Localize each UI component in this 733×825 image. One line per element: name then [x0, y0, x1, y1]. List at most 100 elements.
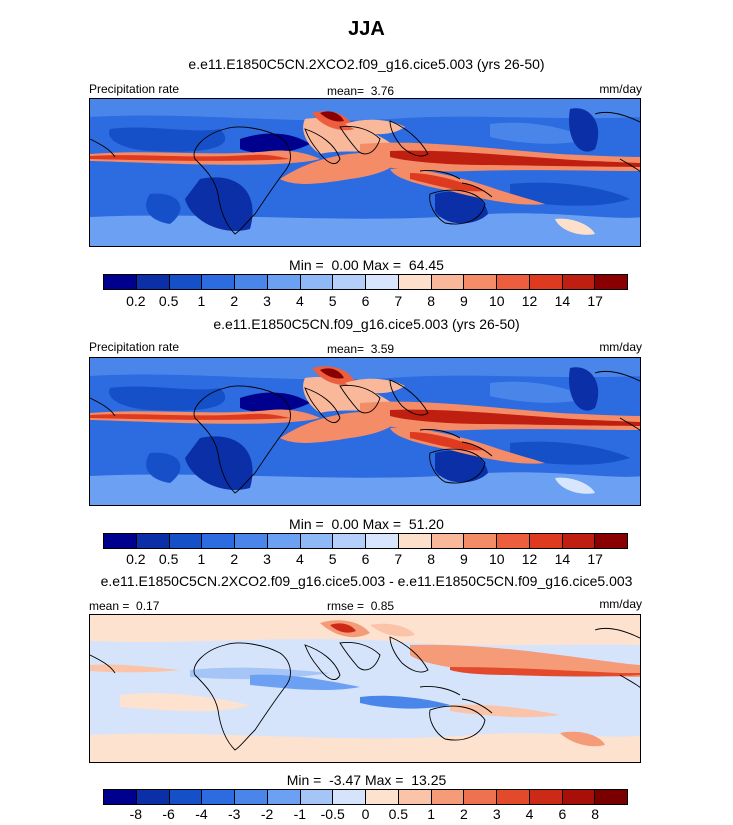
colorbar-tick-label: 17 [587, 551, 603, 567]
colorbar-tick-label: 6 [361, 293, 370, 309]
panel-1-units: mm/day [599, 82, 642, 96]
colorbar-tick-label: 3 [263, 551, 271, 567]
colorbar-tick-label: 12 [521, 551, 538, 567]
panel-2-colorbar [103, 533, 628, 549]
panel-3-max-label: Max = [364, 772, 404, 788]
panel-3-mean-label: mean = [89, 599, 130, 613]
panel-1-mean-label: mean= [327, 84, 365, 98]
panel-3-diff-map [89, 614, 641, 763]
panel-1-mean-stat: mean= 3.76 [327, 84, 394, 98]
colorbar-swatch [104, 790, 137, 804]
colorbar-tick-label: 2 [230, 293, 239, 309]
colorbar-swatch [300, 790, 334, 804]
colorbar-swatch [202, 275, 235, 289]
panel-2-mean-value: 3.59 [370, 342, 395, 356]
colorbar-swatch [595, 790, 627, 804]
panel-1-subtitle: e.e11.E1850C5CN.2XCO2.f09_g16.cice5.003 … [188, 56, 545, 72]
colorbar-tick-label: 14 [554, 551, 571, 567]
colorbar-swatch [235, 534, 268, 548]
colorbar-tick-label: 17 [587, 293, 603, 309]
panel-2-variable-label: Precipitation rate [89, 340, 180, 354]
colorbar-tick-label: 10 [488, 293, 505, 309]
panel-1-min-label: Min = [289, 257, 324, 273]
colorbar-tick-label: 8 [427, 293, 436, 309]
panel-2-colorbar-ticks: 0.2 0.5 1 2 3 4 5 6 7 8 9 10 12 14 17 [0, 551, 733, 569]
panel-2-units: mm/day [599, 340, 642, 354]
colorbar-swatch [497, 790, 530, 804]
panel-2-mean-label: mean= [327, 342, 365, 356]
panel-1-minmax: Min = 0.00 Max = 64.45 [0, 257, 733, 273]
panel-3-rmse-value: 0.85 [370, 599, 395, 613]
colorbar-tick-label: -6 [162, 806, 175, 822]
panel-3-min-value: -3.47 [329, 772, 362, 788]
colorbar-tick-label: 0.2 [126, 293, 146, 309]
colorbar-swatch [333, 275, 366, 289]
panel-3-rmse-stat: rmse = 0.85 [327, 599, 394, 613]
colorbar-tick-label: 8 [591, 806, 600, 822]
colorbar-swatch [529, 534, 563, 548]
colorbar-tick-label: -2 [260, 806, 274, 822]
colorbar-swatch [169, 275, 203, 289]
panel-3-max-value: 13.25 [411, 772, 447, 788]
panel-3-rmse-label: rmse = [327, 599, 365, 613]
colorbar-tick-label: 7 [394, 551, 403, 567]
colorbar-tick-label: 6 [558, 806, 567, 822]
colorbar-swatch [169, 790, 203, 804]
panel-2-min-label: Min = [289, 516, 324, 532]
colorbar-tick-label: 14 [554, 293, 571, 309]
panel-3-mean-stat: mean = 0.17 [89, 599, 159, 613]
panel-3-units: mm/day [599, 597, 642, 611]
panel-2-subtitle: e.e11.E1850C5CN.f09_g16.cice5.003 (yrs 2… [213, 316, 520, 332]
colorbar-tick-label: 1 [427, 806, 436, 822]
colorbar-swatch [333, 790, 366, 804]
colorbar-tick-label: -8 [129, 806, 143, 822]
panel-3-minmax: Min = -3.47 Max = 13.25 [0, 772, 733, 788]
colorbar-swatch [267, 275, 301, 289]
colorbar-tick-label: 0.5 [158, 551, 179, 567]
colorbar-tick-label: 3 [492, 806, 501, 822]
colorbar-tick-label: 1 [197, 293, 206, 309]
colorbar-tick-label: 0.2 [126, 551, 146, 567]
colorbar-swatch [431, 275, 465, 289]
colorbar-tick-label: 8 [427, 551, 436, 567]
colorbar-tick-label: 5 [328, 551, 337, 567]
panel-3-colorbar [103, 789, 628, 805]
colorbar-swatch [497, 534, 530, 548]
colorbar-swatch [235, 275, 268, 289]
colorbar-swatch [529, 790, 563, 804]
colorbar-swatch [562, 790, 596, 804]
panel-2-minmax: Min = 0.00 Max = 51.20 [0, 516, 733, 532]
colorbar-tick-label: 0.5 [158, 293, 179, 309]
colorbar-tick-label: 0 [361, 806, 370, 822]
colorbar-swatch [333, 534, 366, 548]
panel-3-colorbar-ticks: -8 -6 -4 -3 -2 -1 -0.5 0 0.5 1 2 3 4 6 8 [0, 806, 733, 824]
colorbar-swatch [235, 790, 268, 804]
panel-1-colorbar-ticks: 0.2 0.5 1 2 3 4 5 6 7 8 9 10 12 14 17 [0, 293, 733, 311]
page-title: JJA [348, 18, 385, 40]
colorbar-swatch [497, 275, 530, 289]
colorbar-swatch [267, 534, 301, 548]
colorbar-tick-label: 9 [460, 551, 468, 567]
colorbar-swatch [104, 534, 137, 548]
colorbar-tick-label: 7 [394, 293, 403, 309]
panel-1-variable-label: Precipitation rate [89, 82, 180, 96]
panel-1-min-value: 0.00 [331, 257, 359, 273]
colorbar-swatch [464, 534, 497, 548]
colorbar-tick-label: 2 [230, 551, 239, 567]
colorbar-swatch [136, 790, 170, 804]
panel-3-subtitle: e.e11.E1850C5CN.2XCO2.f09_g16.cice5.003 … [100, 573, 633, 589]
panel-2-min-value: 0.00 [331, 516, 359, 532]
colorbar-swatch [595, 534, 627, 548]
colorbar-swatch [431, 534, 465, 548]
colorbar-swatch [431, 790, 465, 804]
colorbar-tick-label: 9 [460, 293, 468, 309]
colorbar-tick-label: 0.5 [388, 806, 409, 822]
panel-3-mean-value: 0.17 [136, 599, 160, 613]
colorbar-tick-label: -0.5 [320, 806, 345, 822]
colorbar-swatch [300, 275, 334, 289]
colorbar-swatch [595, 275, 627, 289]
colorbar-tick-label: 4 [295, 293, 304, 309]
panel-1-precip-map [89, 98, 641, 247]
colorbar-swatch [529, 275, 563, 289]
colorbar-swatch [104, 275, 137, 289]
